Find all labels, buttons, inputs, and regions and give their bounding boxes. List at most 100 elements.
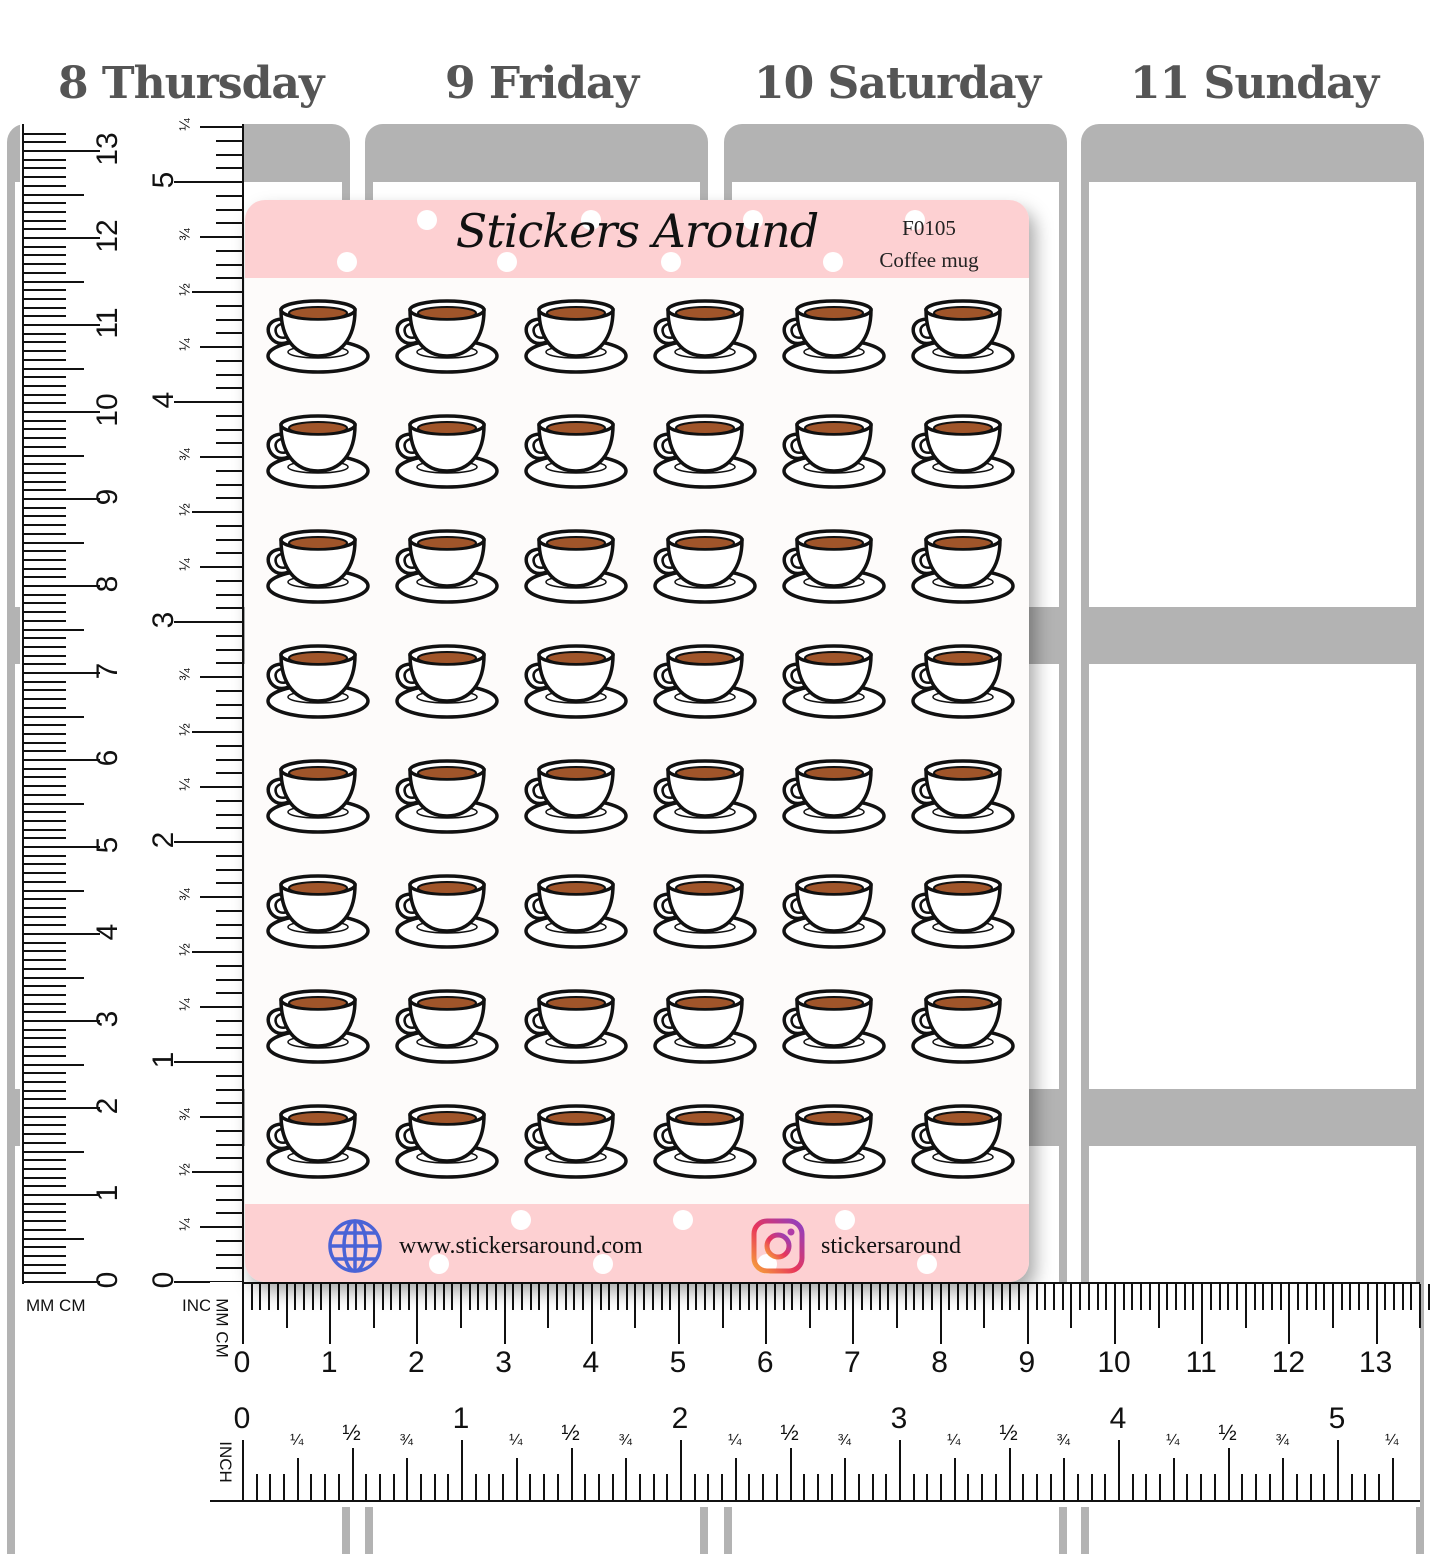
coffee-cup-icon[interactable] (263, 643, 373, 723)
coffee-cup-icon[interactable] (650, 988, 760, 1068)
fraction-label: ½ (176, 1163, 194, 1176)
coffee-cup-icon[interactable] (908, 1103, 1018, 1183)
instagram-handle[interactable]: stickersaround (821, 1232, 961, 1259)
ruler-tick (1209, 1284, 1212, 1310)
coffee-cup-icon[interactable] (779, 528, 889, 608)
coffee-cup-icon[interactable] (263, 873, 373, 953)
coffee-cup-icon[interactable] (521, 643, 631, 723)
coffee-cup-icon[interactable] (392, 873, 502, 953)
ruler-tick (652, 1474, 655, 1500)
coffee-cup-icon[interactable] (521, 758, 631, 838)
ruler-tick (447, 1474, 450, 1500)
ruler-label-inch-rotated: INCH (215, 1441, 235, 1483)
horizontal-ruler[interactable]: 0 1 2 3 4 5 6 7 8 9 10 11 12 13 0 ¼ ½ ¾ 1 ¼ ½ ¾ 2 ¼ ½ ¾ 3 ¼ ½ ¾ 4 ¼ ½ ¾ 5 ¼… (210, 1282, 1430, 1507)
coffee-cup-icon[interactable] (521, 1103, 631, 1183)
ruler-tick (1268, 1474, 1271, 1500)
coffee-cup-icon[interactable] (521, 988, 631, 1068)
ruler-tick (216, 359, 242, 362)
coffee-cup-icon[interactable] (908, 298, 1018, 378)
ruler-tick (660, 1284, 663, 1310)
ruler-tick (433, 1284, 436, 1310)
sunday-box-1[interactable] (1089, 182, 1416, 607)
coffee-cup-icon[interactable] (263, 528, 373, 608)
coffee-cup-icon[interactable] (263, 758, 373, 838)
ruler-tick (643, 1284, 646, 1310)
coffee-cup-icon[interactable] (650, 1103, 760, 1183)
fraction-label: ½ (342, 1420, 361, 1445)
coffee-cup-icon[interactable] (392, 1103, 502, 1183)
coffee-cup-icon[interactable] (263, 1103, 373, 1183)
ruler-tick (871, 1474, 874, 1500)
ruler-tick (22, 1072, 66, 1075)
ruler-tick (1076, 1474, 1079, 1500)
coffee-cup-icon[interactable] (908, 873, 1018, 953)
ruler-tick (22, 402, 66, 405)
instagram-link[interactable]: stickersaround (751, 1218, 961, 1274)
ruler-tick (200, 896, 242, 898)
coffee-cup-icon[interactable] (521, 873, 631, 953)
fraction-label: ¼ (176, 998, 194, 1011)
coffee-cup-icon[interactable] (392, 298, 502, 378)
ruler-tick (739, 1284, 742, 1310)
coffee-cup-icon[interactable] (650, 528, 760, 608)
ruler-tick (597, 1474, 600, 1500)
sunday-box-2[interactable] (1089, 664, 1416, 1089)
ruler-tick (808, 1284, 811, 1328)
cm-label: 2 (91, 1097, 124, 1115)
ruler-tick (22, 454, 84, 457)
ruler-tick (216, 937, 242, 940)
coffee-cup-icon[interactable] (650, 413, 760, 493)
website-text[interactable]: www.stickersaround.com (399, 1232, 643, 1259)
coffee-cup-icon[interactable] (650, 643, 760, 723)
coffee-cup-icon[interactable] (779, 643, 889, 723)
coffee-cup-icon[interactable] (392, 413, 502, 493)
coffee-cup-icon[interactable] (650, 298, 760, 378)
coffee-cup-icon[interactable] (521, 528, 631, 608)
fraction-label: ¾ (1056, 1432, 1070, 1449)
ruler-tick (1049, 1474, 1052, 1500)
ruler-tick (364, 1284, 367, 1310)
ruler-tick (1393, 1284, 1396, 1310)
website-link[interactable]: www.stickersaround.com (327, 1218, 643, 1274)
coffee-cup-icon[interactable] (779, 1103, 889, 1183)
coffee-cup-icon[interactable] (521, 298, 631, 378)
ruler-tick (22, 1228, 66, 1231)
ruler-tick (1044, 1284, 1047, 1310)
coffee-cup-icon[interactable] (263, 298, 373, 378)
coffee-cup-icon[interactable] (908, 988, 1018, 1068)
coffee-cup-icon[interactable] (908, 528, 1018, 608)
coffee-cup-icon[interactable] (263, 988, 373, 1068)
coffee-cup-icon[interactable] (650, 758, 760, 838)
ruler-tick (216, 827, 242, 830)
ruler-tick (22, 367, 84, 370)
coffee-cup-icon[interactable] (779, 758, 889, 838)
coffee-cup-icon[interactable] (650, 873, 760, 953)
ruler-tick (734, 1458, 737, 1500)
ruler-tick (22, 1046, 66, 1049)
ruler-tick (22, 872, 66, 875)
ruler-tick (22, 306, 66, 309)
sticker-sheet[interactable]: Stickers Around F0105 Coffee mug (245, 200, 1029, 1282)
fraction-label: ¼ (728, 1432, 742, 1449)
coffee-cup-icon[interactable] (521, 413, 631, 493)
vertical-ruler[interactable]: 0 1 2 3 4 5 6 7 8 9 10 11 12 13 0 ¼ ½ ¾ 1 ¼ ½ ¾ 2 ¼ ½ ¾ 3 ¼ ½ ¾ 4 ¼ ½ ¾ 5 ¼… (20, 118, 244, 1315)
fraction-label: ¼ (1385, 1432, 1399, 1449)
coffee-cup-icon[interactable] (908, 413, 1018, 493)
coffee-cup-icon[interactable] (392, 758, 502, 838)
ruler-tick (22, 437, 66, 440)
coffee-cup-icon[interactable] (392, 988, 502, 1068)
coffee-cup-icon[interactable] (392, 528, 502, 608)
coffee-cup-icon[interactable] (779, 413, 889, 493)
coffee-cup-icon[interactable] (392, 643, 502, 723)
inch-label: 3 (147, 611, 180, 629)
coffee-cup-icon[interactable] (779, 873, 889, 953)
fraction-label: ½ (176, 283, 194, 296)
coffee-cup-icon[interactable] (908, 643, 1018, 723)
coffee-cup-icon[interactable] (263, 413, 373, 493)
ruler-tick (22, 237, 100, 239)
ruler-tick (216, 332, 242, 335)
coffee-cup-icon[interactable] (779, 988, 889, 1068)
coffee-cup-icon[interactable] (779, 298, 889, 378)
ruler-tick (216, 799, 242, 802)
coffee-cup-icon[interactable] (908, 758, 1018, 838)
